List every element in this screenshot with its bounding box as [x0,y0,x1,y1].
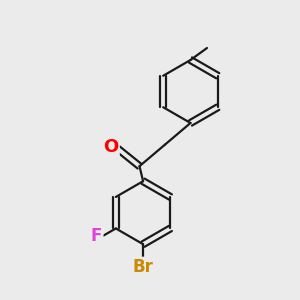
Text: Br: Br [133,258,154,276]
Text: O: O [103,138,118,156]
Text: F: F [91,227,102,245]
